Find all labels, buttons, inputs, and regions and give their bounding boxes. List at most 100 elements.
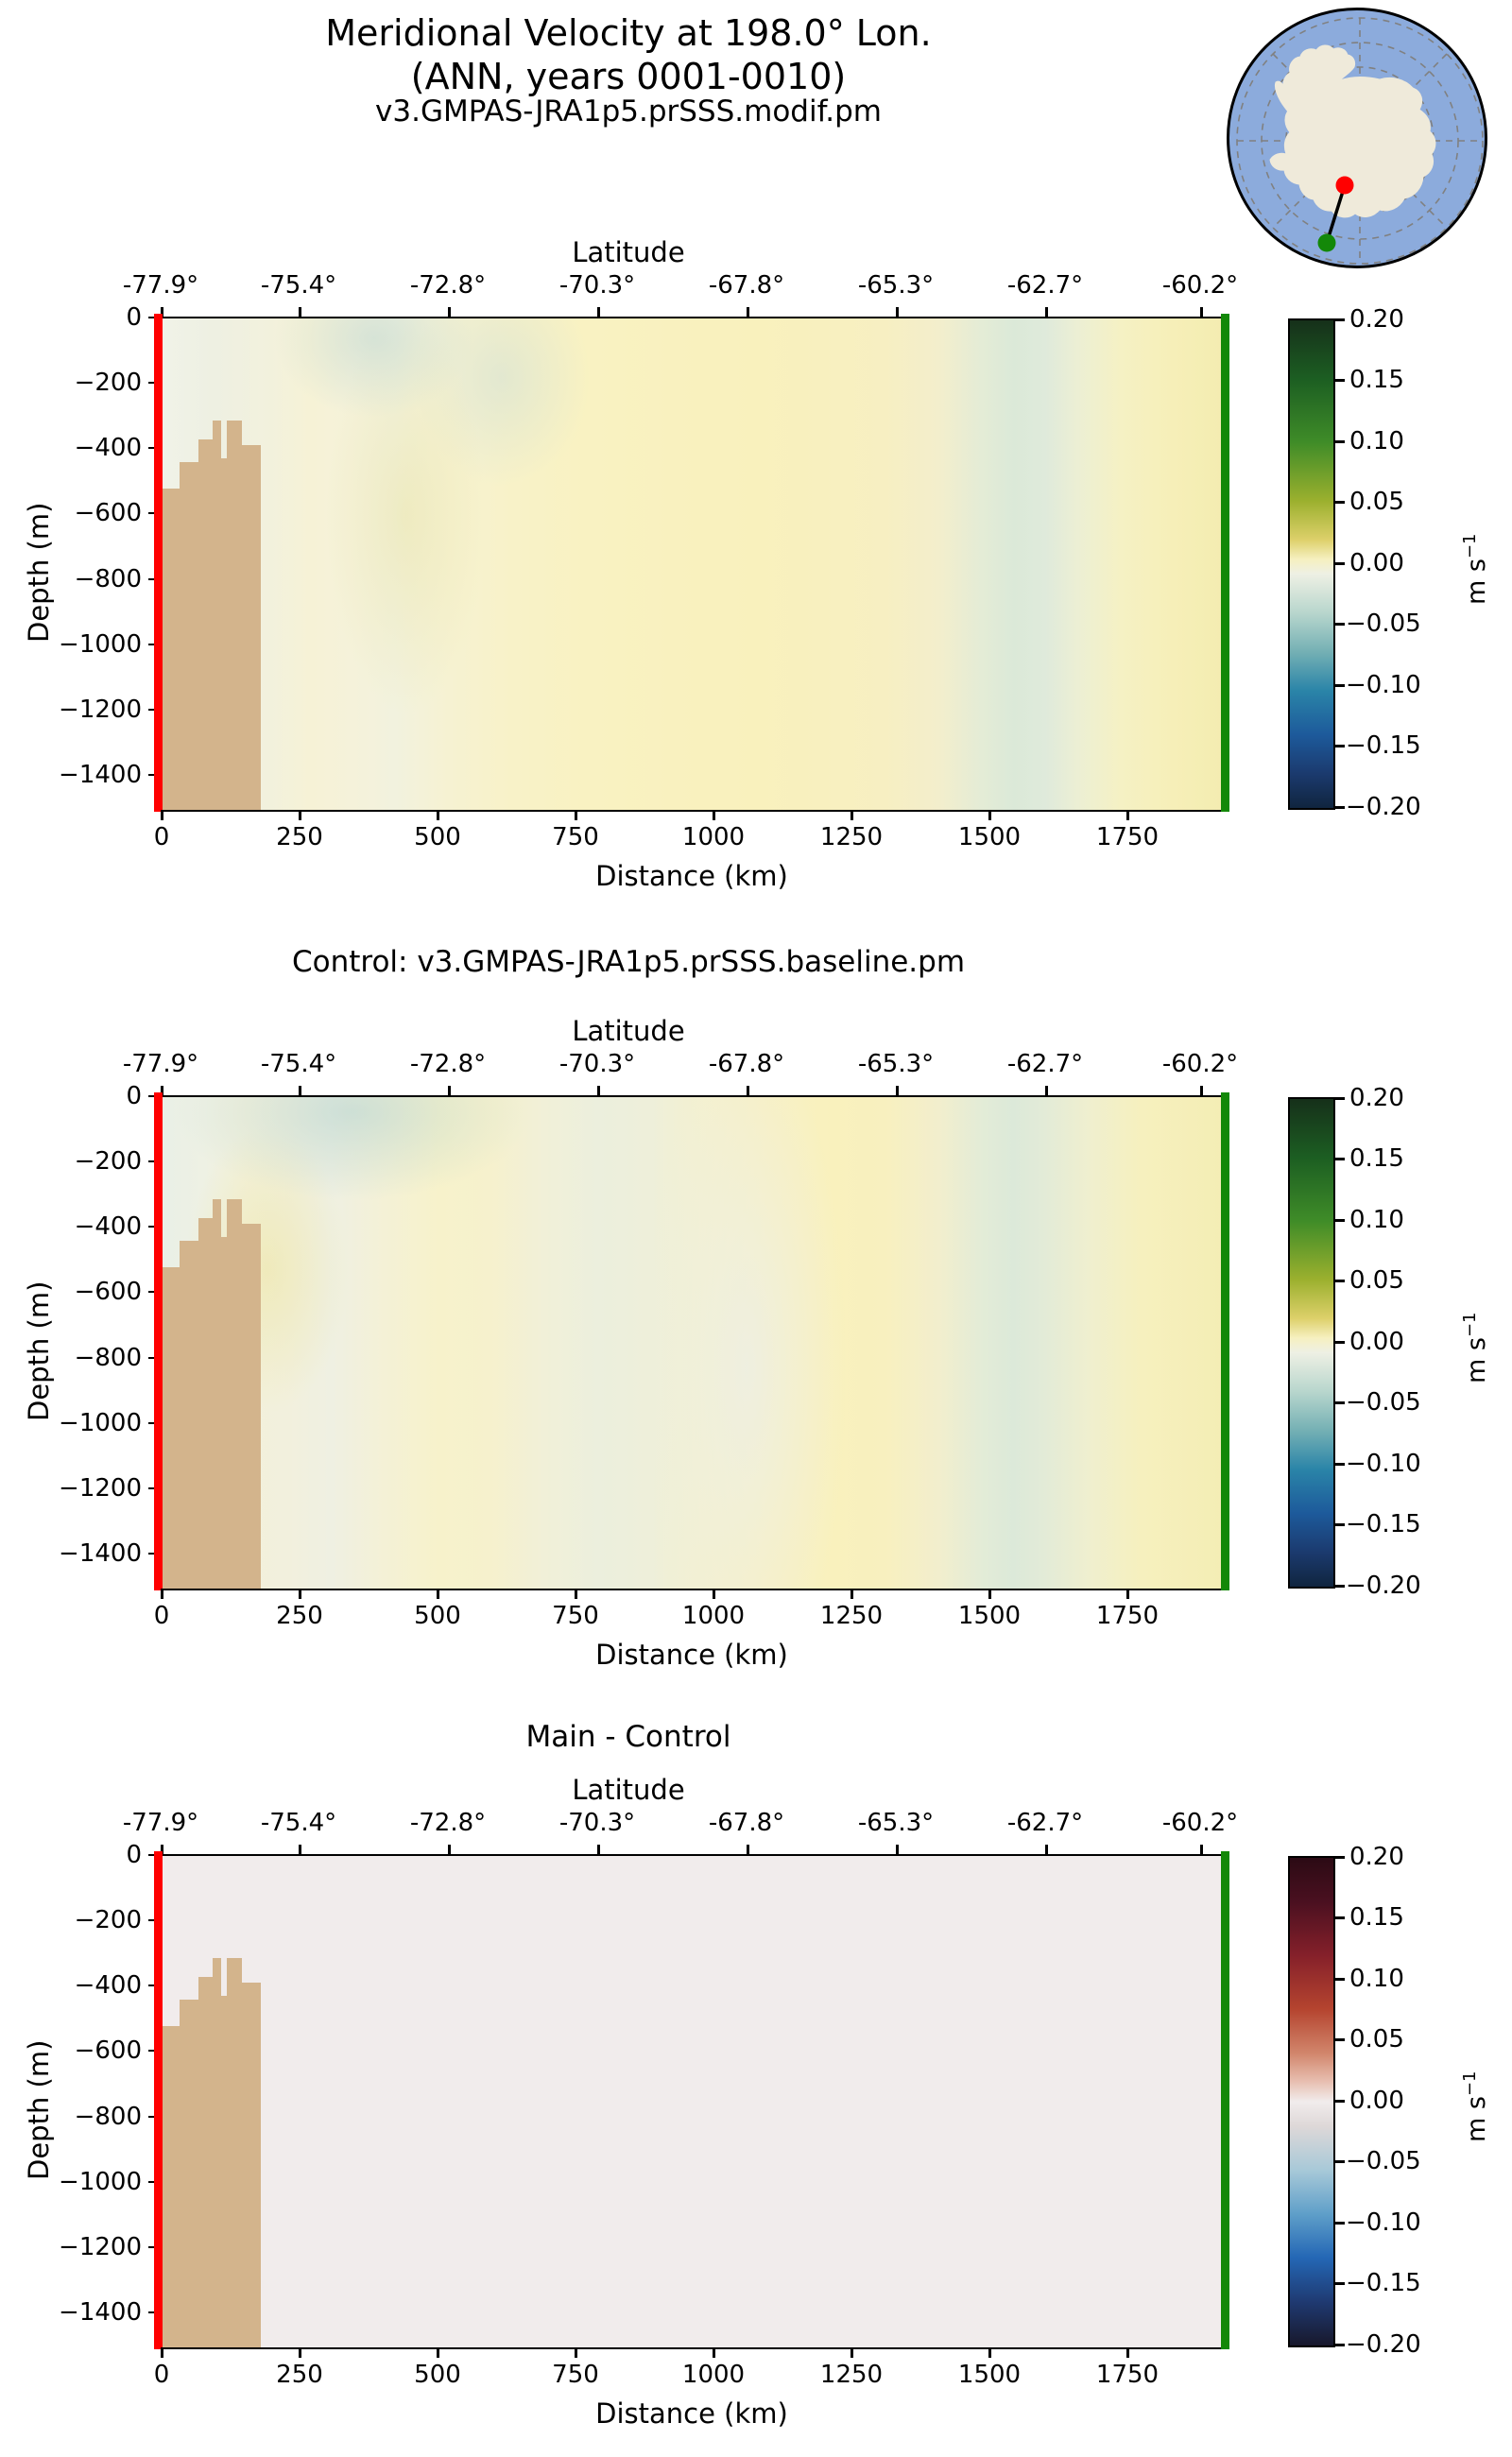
colorbar-tick-label: 0.10: [1349, 1965, 1404, 1993]
x-tick-label: 750: [552, 823, 599, 851]
lat-tick-label: -77.9°: [122, 1809, 199, 1837]
colorbar-control: [1288, 1097, 1335, 1589]
colorbar-tick-label: −0.20: [1346, 1572, 1421, 1600]
depth-tick-label: −200: [74, 1906, 142, 1934]
lat-tick-label: -60.2°: [1161, 1809, 1239, 1837]
lat-tick-label: -67.8°: [708, 1050, 785, 1078]
depth-tick-label: 0: [126, 303, 142, 332]
lat-tick-label: -75.4°: [260, 1050, 337, 1078]
x-tick-label: 250: [276, 2361, 323, 2389]
colorbar-tick-label: 0.10: [1349, 1206, 1404, 1234]
x-tick-label: 500: [414, 823, 461, 851]
transect-start-line-control: [154, 1092, 163, 1590]
lat-tick-label: -67.8°: [708, 271, 785, 300]
unit-base: m s: [1462, 558, 1491, 605]
x-tick-label: 1000: [681, 1602, 746, 1630]
colorbar-tick-label: −0.15: [1346, 2269, 1421, 2297]
colorbar-tick-label: 0.10: [1349, 427, 1404, 455]
antarctica-landmass: [1269, 44, 1436, 218]
depth-tick-label: −1000: [59, 1409, 142, 1437]
x-tick-label: 500: [414, 2361, 461, 2389]
lat-tick-label: -70.3°: [558, 1050, 636, 1078]
depth-tick-label: 0: [126, 1841, 142, 1869]
colorbar-tick-label: 0.15: [1349, 366, 1404, 394]
velocity-difference-field: [161, 1856, 1227, 2347]
depth-tick-label: −600: [74, 499, 142, 527]
transect-end-line-control: [1221, 1092, 1229, 1590]
depth-tick-label: −1000: [59, 630, 142, 659]
colorbar-tick-label: −0.20: [1346, 793, 1421, 821]
x-tick-label: 1000: [681, 823, 746, 851]
depth-tick-label: −200: [74, 1147, 142, 1176]
x-tick-label: 1250: [819, 823, 884, 851]
depth-tick-label: −400: [74, 1971, 142, 2000]
colorbar-main: [1288, 318, 1335, 810]
lat-tick-label: -65.3°: [857, 1050, 935, 1078]
x-tick-label: 1500: [957, 823, 1022, 851]
x-tick-label: 1500: [957, 1602, 1022, 1630]
inset-map-svg: [1236, 17, 1484, 265]
depth-tick-label: −800: [74, 565, 142, 593]
x-tick-label: 0: [153, 823, 170, 851]
transect-end-line-main: [1221, 314, 1229, 812]
x-axis-label-diff: Distance (km): [595, 2397, 788, 2430]
depth-tick-label: −600: [74, 2036, 142, 2065]
lat-tick-label: -65.3°: [857, 271, 935, 300]
top-axis-label-control: Latitude: [572, 1015, 685, 1047]
unit-base: m s: [1462, 2096, 1491, 2142]
x-tick-label: 1750: [1095, 823, 1160, 851]
top-axis-label-diff: Latitude: [572, 1774, 685, 1806]
colorbar-tick-label: −0.15: [1346, 731, 1421, 760]
bathymetry-main: [161, 318, 261, 810]
x-tick-label: 250: [276, 823, 323, 851]
panel-title-diff: Main - Control: [525, 1720, 731, 1754]
transect-start-marker: [1335, 176, 1354, 195]
x-tick-label: 250: [276, 1602, 323, 1630]
colorbar-tick-label: 0.00: [1349, 549, 1404, 577]
depth-tick-label: −1400: [59, 761, 142, 789]
x-tick-label: 750: [552, 1602, 599, 1630]
y-axis-label-control: Depth (m): [23, 1280, 55, 1421]
section-plot-main: [159, 317, 1228, 812]
colorbar-tick-label: −0.05: [1346, 1388, 1421, 1417]
transect-line: [1325, 184, 1347, 244]
depth-tick-label: −1200: [59, 2233, 142, 2261]
x-tick-label: 1750: [1095, 1602, 1160, 1630]
x-tick-label: 1500: [957, 2361, 1022, 2389]
colorbar-tick-label: 0.00: [1349, 1328, 1404, 1356]
antarctic-peninsula: [1274, 80, 1317, 137]
panel-title-main: v3.GMPAS-JRA1p5.prSSS.modif.pm: [375, 94, 882, 129]
section-plot-control: [159, 1095, 1228, 1590]
lat-tick-label: -60.2°: [1161, 271, 1239, 300]
lat-tick-label: -60.2°: [1161, 1050, 1239, 1078]
colorbar-tick-label: −0.05: [1346, 2147, 1421, 2175]
bathymetry-diff: [161, 1856, 261, 2347]
colorbar-tick-label: 0.05: [1349, 2025, 1404, 2053]
depth-tick-label: −1400: [59, 1539, 142, 1568]
colorbar-tick-label: −0.05: [1346, 610, 1421, 638]
colorbar-tick-label: −0.15: [1346, 1510, 1421, 1538]
y-axis-label-main: Depth (m): [23, 502, 55, 643]
lat-tick-label: -77.9°: [122, 271, 199, 300]
x-tick-label: 1250: [819, 1602, 884, 1630]
panel-title-control: Control: v3.GMPAS-JRA1p5.prSSS.baseline.…: [291, 945, 966, 979]
colorbar-tick-label: 0.15: [1349, 1144, 1404, 1173]
transect-end-marker: [1317, 233, 1336, 252]
colorbar-tick-label: 0.05: [1349, 1266, 1404, 1295]
unit-exponent: −1: [1460, 1312, 1480, 1338]
bathymetry-control: [161, 1097, 261, 1589]
x-tick-label: 750: [552, 2361, 599, 2389]
colorbar-unit-label-main: m s−1: [1460, 534, 1491, 606]
depth-tick-label: −1000: [59, 2168, 142, 2196]
velocity-field-control: [161, 1097, 1227, 1589]
colorbar-tick-label: −0.10: [1346, 2208, 1421, 2237]
top-axis-label-main: Latitude: [572, 236, 685, 268]
colorbar-tick-label: 0.20: [1349, 1084, 1404, 1112]
lat-tick-label: -70.3°: [558, 1809, 636, 1837]
x-tick-label: 1250: [819, 2361, 884, 2389]
colorbar-tick-label: 0.20: [1349, 1843, 1404, 1871]
x-tick-label: 500: [414, 1602, 461, 1630]
colorbar-diff: [1288, 1856, 1335, 2347]
section-plot-diff: [159, 1854, 1228, 2349]
